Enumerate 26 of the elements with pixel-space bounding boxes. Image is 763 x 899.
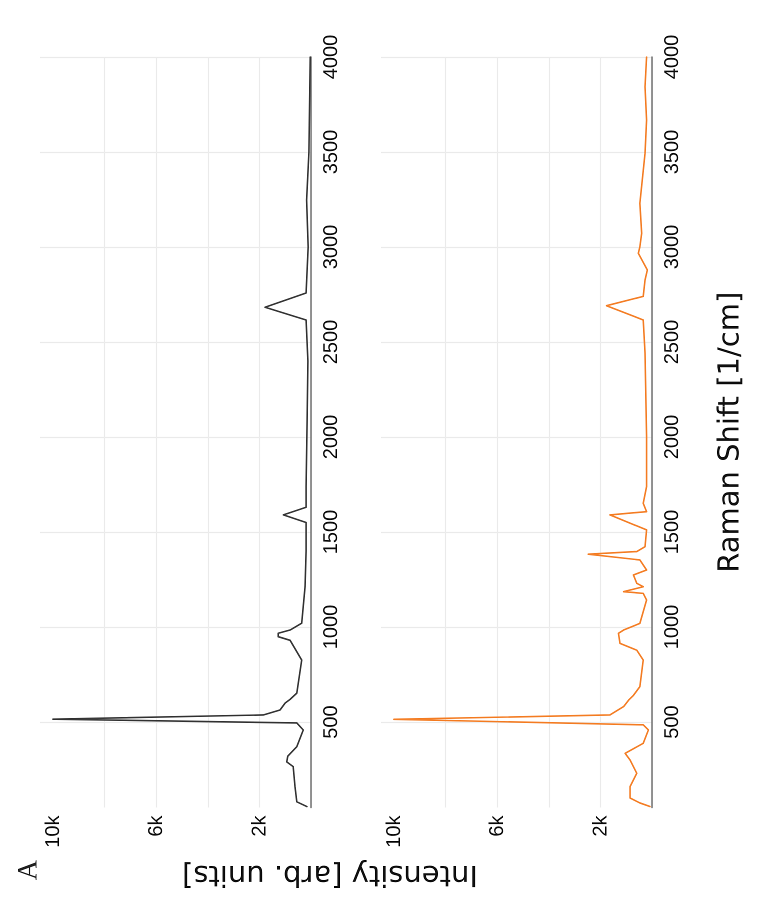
y-tick-label: 3000 [661,224,683,270]
y-tick-label: 4000 [320,34,342,80]
text: A [12,859,44,880]
y-tick-label: 2500 [661,320,683,364]
y-tick-label: 1000 [320,604,342,650]
y-tick-label: 1000 [661,604,683,650]
line-series [393,56,651,808]
y-tick-label: 2000 [661,414,683,460]
x-tick-label: 10k [382,814,405,848]
y-tick-label: 3500 [661,130,683,174]
y-tick-label: 2000 [320,414,342,460]
x-axis-title: Intensity [arb. units] [182,859,478,893]
y-tick-label: 1500 [320,510,342,554]
y-tick-label: 3500 [320,130,342,174]
y-tick-label: 4000 [661,34,683,80]
y-axis-title: Raman Shift [1/cm] [712,292,746,573]
x-tick-label: 2k [248,814,270,837]
x-tick-label: 6k [486,814,508,837]
y-tick-label: 3000 [320,224,342,270]
y-tick-label: 2500 [320,320,342,364]
y-tick-label: 500 [661,705,683,739]
x-tick-label: 2k [589,814,612,837]
x-tick-label: 10k [42,814,64,848]
y-tick-label: 500 [320,705,342,739]
y-tick-label: 1500 [661,510,683,554]
x-tick-label: 6k [145,814,168,837]
